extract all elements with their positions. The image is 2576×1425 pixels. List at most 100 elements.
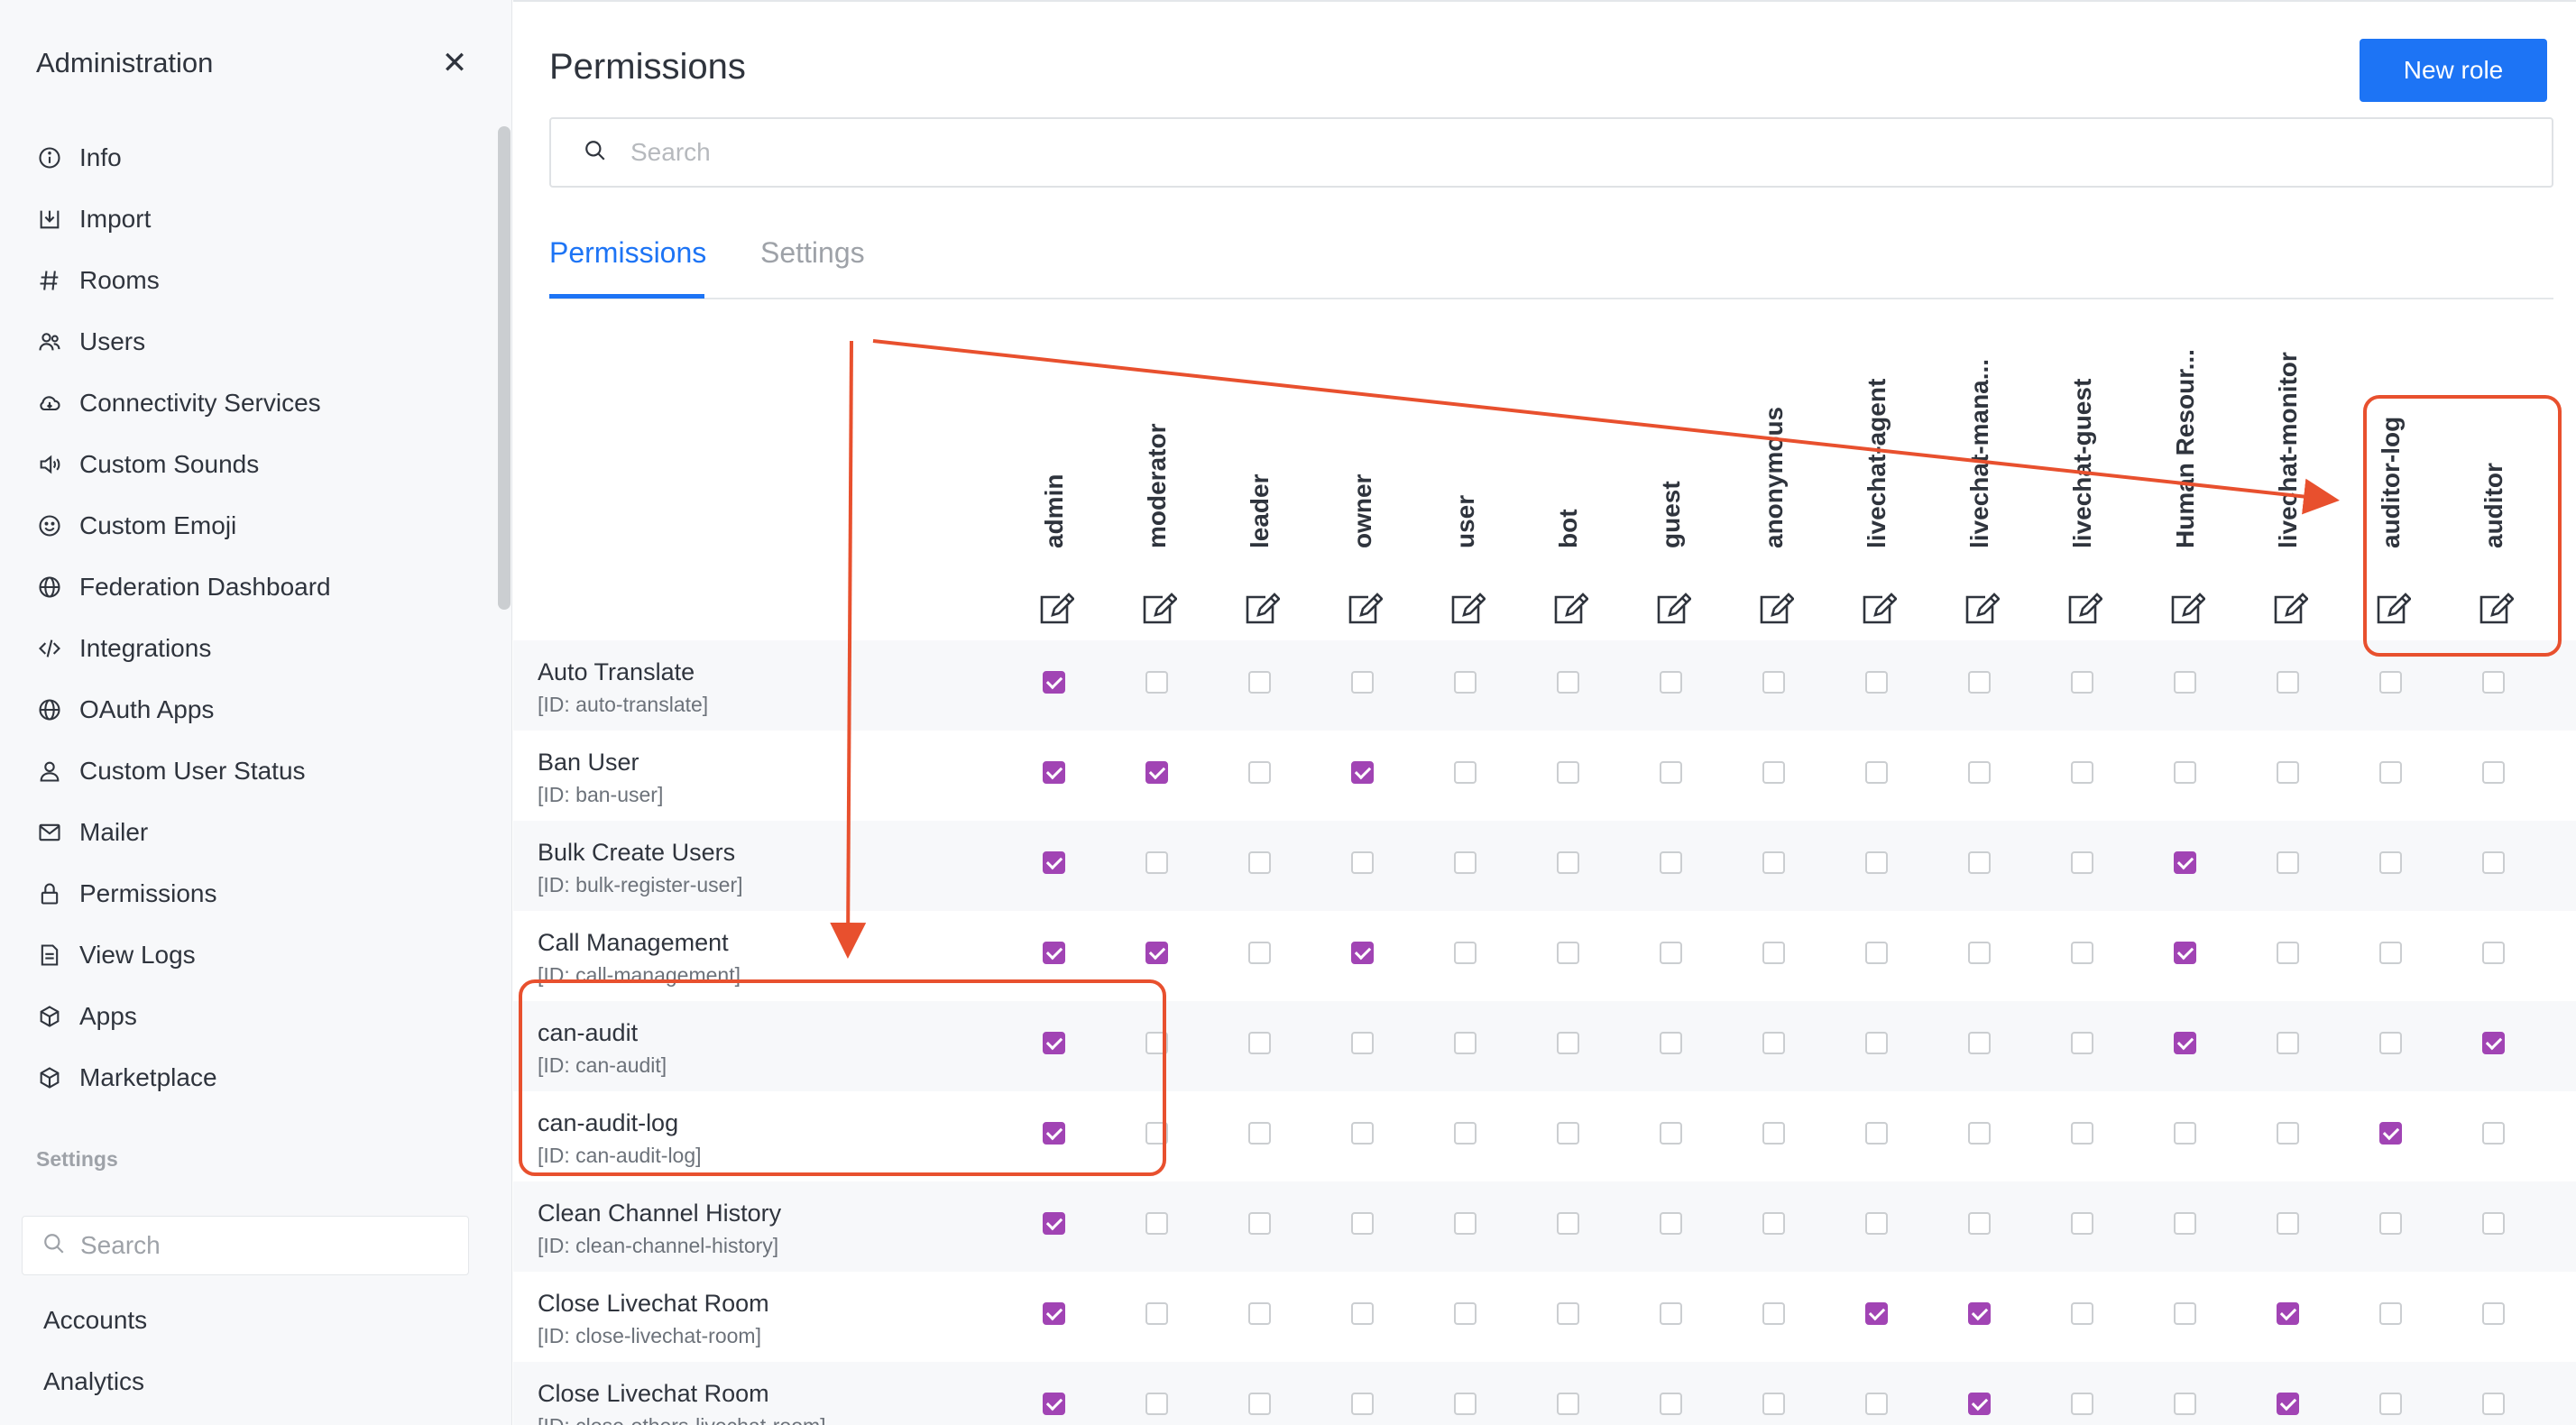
permission-checkbox-auditor-log[interactable]	[2379, 761, 2402, 784]
permission-checkbox-livechat-mana[interactable]	[1968, 671, 1991, 694]
permission-checkbox-auditor[interactable]	[2482, 942, 2505, 964]
edit-role-icon[interactable]	[1653, 592, 1692, 628]
permission-checkbox-user[interactable]	[1454, 1393, 1477, 1415]
permission-checkbox-guest[interactable]	[1660, 1302, 1682, 1325]
permission-checkbox-auditor[interactable]	[2482, 1122, 2505, 1145]
tab-permissions[interactable]: Permissions	[549, 236, 707, 269]
permission-checkbox-moderator[interactable]	[1145, 761, 1168, 784]
permission-checkbox-moderator[interactable]	[1145, 1122, 1168, 1145]
sidebar-item-integrations[interactable]: Integrations	[36, 618, 478, 679]
permissions-search-input[interactable]	[630, 138, 2434, 167]
permission-checkbox-livechat-monitor[interactable]	[2277, 1122, 2299, 1145]
sidebar-item-marketplace[interactable]: Marketplace	[36, 1047, 478, 1108]
permission-checkbox-leader[interactable]	[1248, 942, 1271, 964]
edit-role-icon[interactable]	[2476, 592, 2515, 628]
permission-checkbox-leader[interactable]	[1248, 1302, 1271, 1325]
permission-checkbox-livechat-monitor[interactable]	[2277, 851, 2299, 874]
sidebar-item-rooms[interactable]: Rooms	[36, 250, 478, 311]
permission-checkbox-admin[interactable]	[1043, 1393, 1065, 1415]
permission-checkbox-livechat-monitor[interactable]	[2277, 942, 2299, 964]
permission-checkbox-livechat-agent[interactable]	[1865, 1032, 1888, 1054]
close-icon[interactable]: ✕	[441, 46, 468, 80]
permission-checkbox-livechat-monitor[interactable]	[2277, 1212, 2299, 1235]
permission-checkbox-admin[interactable]	[1043, 851, 1065, 874]
permission-checkbox-livechat-guest[interactable]	[2071, 851, 2093, 874]
permission-checkbox-owner[interactable]	[1351, 761, 1374, 784]
permission-checkbox-human-resour[interactable]	[2174, 1302, 2196, 1325]
permission-checkbox-livechat-agent[interactable]	[1865, 1302, 1888, 1325]
permission-checkbox-leader[interactable]	[1248, 671, 1271, 694]
permission-checkbox-livechat-agent[interactable]	[1865, 1393, 1888, 1415]
permission-checkbox-auditor[interactable]	[2482, 1212, 2505, 1235]
permission-checkbox-human-resour[interactable]	[2174, 1393, 2196, 1415]
permission-checkbox-moderator[interactable]	[1145, 1032, 1168, 1054]
sidebar-item-import[interactable]: Import	[36, 188, 478, 250]
permission-checkbox-admin[interactable]	[1043, 1302, 1065, 1325]
edit-role-icon[interactable]	[1550, 592, 1589, 628]
permission-checkbox-auditor[interactable]	[2482, 1393, 2505, 1415]
tab-settings[interactable]: Settings	[760, 236, 865, 269]
permission-checkbox-anonymous[interactable]	[1762, 1122, 1785, 1145]
new-role-button[interactable]: New role	[2360, 39, 2547, 102]
permission-checkbox-livechat-guest[interactable]	[2071, 1032, 2093, 1054]
permission-checkbox-guest[interactable]	[1660, 1032, 1682, 1054]
permissions-search[interactable]	[549, 117, 2553, 188]
sidebar-item-federation-dashboard[interactable]: Federation Dashboard	[36, 556, 478, 618]
permission-checkbox-livechat-agent[interactable]	[1865, 1122, 1888, 1145]
permission-checkbox-bot[interactable]	[1557, 1302, 1579, 1325]
edit-role-icon[interactable]	[1962, 592, 2001, 628]
sidebar-search-input[interactable]	[80, 1231, 441, 1260]
permission-checkbox-anonymous[interactable]	[1762, 761, 1785, 784]
sidebar-item-custom-user-status[interactable]: Custom User Status	[36, 740, 478, 802]
permission-checkbox-owner[interactable]	[1351, 851, 1374, 874]
permission-checkbox-livechat-mana[interactable]	[1968, 1393, 1991, 1415]
permission-checkbox-bot[interactable]	[1557, 851, 1579, 874]
permission-checkbox-user[interactable]	[1454, 1122, 1477, 1145]
permission-checkbox-guest[interactable]	[1660, 671, 1682, 694]
permission-checkbox-bot[interactable]	[1557, 671, 1579, 694]
permission-checkbox-auditor[interactable]	[2482, 1302, 2505, 1325]
permission-checkbox-guest[interactable]	[1660, 761, 1682, 784]
edit-role-icon[interactable]	[1139, 592, 1178, 628]
permission-checkbox-human-resour[interactable]	[2174, 671, 2196, 694]
edit-role-icon[interactable]	[2167, 592, 2206, 628]
permission-checkbox-owner[interactable]	[1351, 1212, 1374, 1235]
edit-role-icon[interactable]	[1345, 592, 1384, 628]
edit-role-icon[interactable]	[1859, 592, 1898, 628]
permission-checkbox-moderator[interactable]	[1145, 942, 1168, 964]
permission-checkbox-user[interactable]	[1454, 1032, 1477, 1054]
permission-checkbox-auditor-log[interactable]	[2379, 1032, 2402, 1054]
permission-checkbox-leader[interactable]	[1248, 1122, 1271, 1145]
permission-checkbox-owner[interactable]	[1351, 671, 1374, 694]
permission-checkbox-moderator[interactable]	[1145, 851, 1168, 874]
sidebar-settings-analytics[interactable]: Analytics	[43, 1367, 145, 1395]
permission-checkbox-anonymous[interactable]	[1762, 942, 1785, 964]
permission-checkbox-livechat-guest[interactable]	[2071, 1393, 2093, 1415]
permission-checkbox-livechat-monitor[interactable]	[2277, 671, 2299, 694]
permission-checkbox-owner[interactable]	[1351, 1032, 1374, 1054]
permission-checkbox-livechat-mana[interactable]	[1968, 942, 1991, 964]
permission-checkbox-guest[interactable]	[1660, 1393, 1682, 1415]
permission-checkbox-auditor-log[interactable]	[2379, 851, 2402, 874]
permission-checkbox-auditor-log[interactable]	[2379, 671, 2402, 694]
permission-checkbox-admin[interactable]	[1043, 942, 1065, 964]
permission-checkbox-user[interactable]	[1454, 671, 1477, 694]
edit-role-icon[interactable]	[2373, 592, 2412, 628]
permission-checkbox-owner[interactable]	[1351, 1122, 1374, 1145]
permission-checkbox-auditor-log[interactable]	[2379, 1393, 2402, 1415]
permission-checkbox-user[interactable]	[1454, 851, 1477, 874]
permission-checkbox-auditor-log[interactable]	[2379, 1212, 2402, 1235]
permission-checkbox-livechat-mana[interactable]	[1968, 1122, 1991, 1145]
permission-checkbox-human-resour[interactable]	[2174, 851, 2196, 874]
permission-checkbox-human-resour[interactable]	[2174, 761, 2196, 784]
sidebar-item-apps[interactable]: Apps	[36, 986, 478, 1047]
permission-checkbox-admin[interactable]	[1043, 671, 1065, 694]
edit-role-icon[interactable]	[1448, 592, 1486, 628]
permission-checkbox-human-resour[interactable]	[2174, 942, 2196, 964]
permission-checkbox-livechat-agent[interactable]	[1865, 761, 1888, 784]
sidebar-item-users[interactable]: Users	[36, 311, 478, 372]
permission-checkbox-leader[interactable]	[1248, 761, 1271, 784]
permission-checkbox-user[interactable]	[1454, 942, 1477, 964]
permission-checkbox-livechat-agent[interactable]	[1865, 851, 1888, 874]
edit-role-icon[interactable]	[1756, 592, 1795, 628]
